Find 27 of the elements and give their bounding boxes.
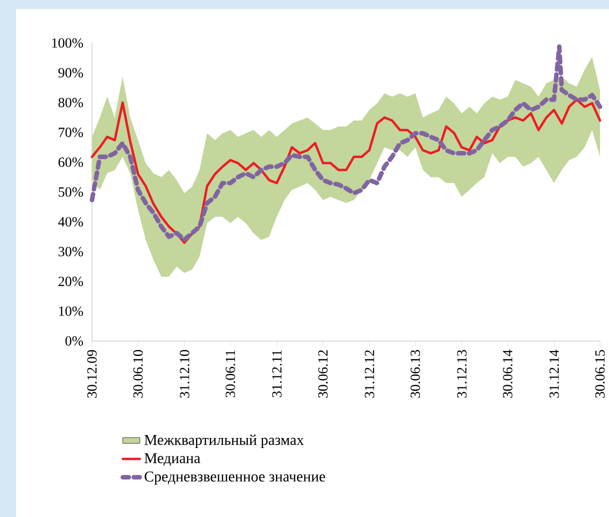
y-tick-label: 50% xyxy=(58,187,84,197)
y-tick-label: 70% xyxy=(58,128,84,138)
x-tick-label: 31.12.11 xyxy=(272,350,282,398)
x-tick-label: 31.12.13 xyxy=(457,350,467,398)
x-tick-label: 30.12.09 xyxy=(87,350,97,398)
x-tick-label: 30.06.11 xyxy=(226,350,236,398)
x-tick-label: 30.06.14 xyxy=(502,350,512,398)
line-series xyxy=(90,98,602,244)
x-tick-label: 30.06.10 xyxy=(133,350,143,398)
y-tick-label: 80% xyxy=(58,98,84,108)
y-tick-label: 40% xyxy=(58,217,84,227)
y-tick-label: 90% xyxy=(58,68,84,78)
x-tick-label: 30.06.12 xyxy=(318,350,328,398)
x-tick-label: 30.06.15 xyxy=(595,350,605,398)
y-tick-label: 20% xyxy=(58,276,84,286)
legend-label: Медиана xyxy=(144,453,200,466)
x-tick-label: 30.06.13 xyxy=(410,350,420,398)
x-tick-label: 31.12.10 xyxy=(180,350,190,398)
y-tick-label: 0% xyxy=(65,336,84,346)
y-tick-label: 10% xyxy=(59,306,84,316)
x-tick-label: 31.12.12 xyxy=(364,350,374,398)
legend-label: Средневзвешенное значение xyxy=(144,472,326,485)
y-tick-label: 100% xyxy=(52,38,84,48)
y-tick-label: 30% xyxy=(58,246,84,256)
x-tick-label: 31.12.14 xyxy=(550,350,559,398)
y-tick-label: 60% xyxy=(58,157,84,167)
legend-label: Межквартильный размах xyxy=(144,434,304,448)
